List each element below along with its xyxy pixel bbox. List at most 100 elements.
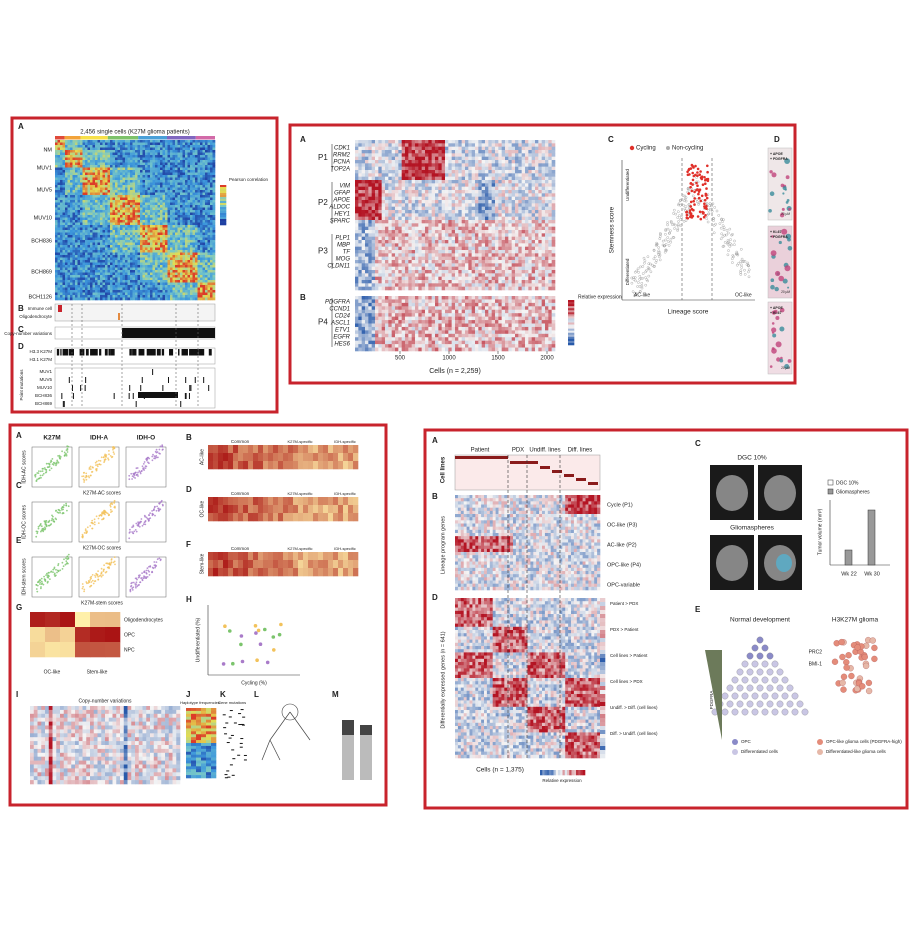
heat-cell: [372, 163, 376, 167]
heat-cell: [425, 170, 429, 174]
heat-cell: [210, 185, 213, 188]
heat-cell: [158, 225, 161, 228]
heat-cell: [125, 283, 128, 286]
heat-cell: [178, 158, 181, 161]
heat-cell: [155, 185, 158, 188]
heat-cell: [133, 200, 136, 203]
heat-cell: [455, 170, 459, 174]
heat-cell: [138, 255, 141, 258]
heat-cell: [432, 163, 436, 167]
heat-cell: [113, 153, 116, 156]
heat-cell: [200, 228, 203, 231]
heat-cell: [188, 190, 191, 193]
heat-cell: [83, 293, 86, 296]
heat-cell: [60, 245, 63, 248]
heat-cell: [115, 298, 118, 301]
heat-cell: [133, 260, 136, 263]
heat-cell: [395, 143, 399, 147]
heat-cell: [133, 223, 136, 226]
heat-cell: [158, 175, 161, 178]
heat-cell: [58, 158, 61, 161]
heat-cell: [208, 230, 211, 233]
heat-cell: [178, 220, 181, 223]
heat-cell: [188, 178, 191, 181]
heat-cell: [138, 230, 141, 233]
heat-cell: [210, 278, 213, 281]
heat-cell: [388, 143, 392, 147]
heat-cell: [120, 180, 123, 183]
heat-cell: [185, 248, 188, 251]
heat-cell: [153, 260, 156, 263]
heat-cell: [185, 258, 188, 261]
heat-cell: [130, 210, 133, 213]
heat-cell: [83, 200, 86, 203]
heat-cell: [78, 170, 81, 173]
heat-cell: [58, 225, 61, 228]
heat-cell: [198, 228, 201, 231]
heat-cell: [105, 220, 108, 223]
heat-cell: [140, 235, 143, 238]
heat-cell: [125, 260, 128, 263]
heat-cell: [100, 288, 103, 291]
heat-cell: [133, 280, 136, 283]
heat-cell: [135, 253, 138, 256]
heat-cell: [200, 180, 203, 183]
heat-cell: [68, 190, 71, 193]
heat-cell: [185, 218, 188, 221]
heat-cell: [133, 248, 136, 251]
heat-cell: [58, 293, 61, 296]
heat-cell: [408, 140, 412, 144]
heat-cell: [103, 240, 106, 243]
heat-cell: [478, 170, 482, 174]
heat-cell: [160, 193, 163, 196]
heat-cell: [398, 177, 402, 181]
heat-cell: [205, 145, 208, 148]
heat-cell: [68, 243, 71, 246]
heat-cell: [80, 225, 83, 228]
heat-cell: [378, 143, 382, 147]
heat-cell: [75, 180, 78, 183]
heat-cell: [138, 250, 141, 253]
heat-cell: [65, 210, 68, 213]
heat-cell: [95, 158, 98, 161]
heat-cell: [170, 173, 173, 176]
heat-cell: [58, 248, 61, 251]
heat-cell: [120, 235, 123, 238]
mutation-tick: [94, 349, 96, 356]
heat-cell: [118, 145, 121, 148]
heat-cell: [455, 167, 459, 171]
heat-cell: [118, 150, 121, 153]
heat-cell: [125, 240, 128, 243]
heat-cell: [532, 163, 536, 167]
heat-cell: [148, 198, 151, 201]
heat-cell: [203, 208, 206, 211]
heat-cell: [170, 258, 173, 261]
heat-cell: [422, 157, 426, 161]
mutation-tick: [190, 385, 191, 391]
heat-cell: [108, 213, 111, 216]
heat-cell: [150, 260, 153, 263]
heat-cell: [60, 145, 63, 148]
heat-cell: [88, 220, 91, 223]
heat-cell: [213, 225, 216, 228]
heat-cell: [545, 147, 549, 151]
heat-cell: [183, 180, 186, 183]
heat-cell: [190, 265, 193, 268]
heat-cell: [502, 163, 506, 167]
heat-cell: [120, 290, 123, 293]
heat-cell: [63, 230, 66, 233]
heat-cell: [113, 285, 116, 288]
heat-cell: [143, 215, 146, 218]
heat-cell: [185, 210, 188, 213]
heat-cell: [220, 207, 226, 209]
heat-cell: [365, 163, 369, 167]
heat-cell: [160, 270, 163, 273]
heat-cell: [213, 280, 216, 283]
heat-cell: [153, 295, 156, 298]
heat-cell: [485, 177, 489, 181]
heat-cell: [180, 260, 183, 263]
heat-cell: [188, 290, 191, 293]
heat-cell: [190, 278, 193, 281]
heat-cell: [120, 278, 123, 281]
heat-cell: [213, 200, 216, 203]
